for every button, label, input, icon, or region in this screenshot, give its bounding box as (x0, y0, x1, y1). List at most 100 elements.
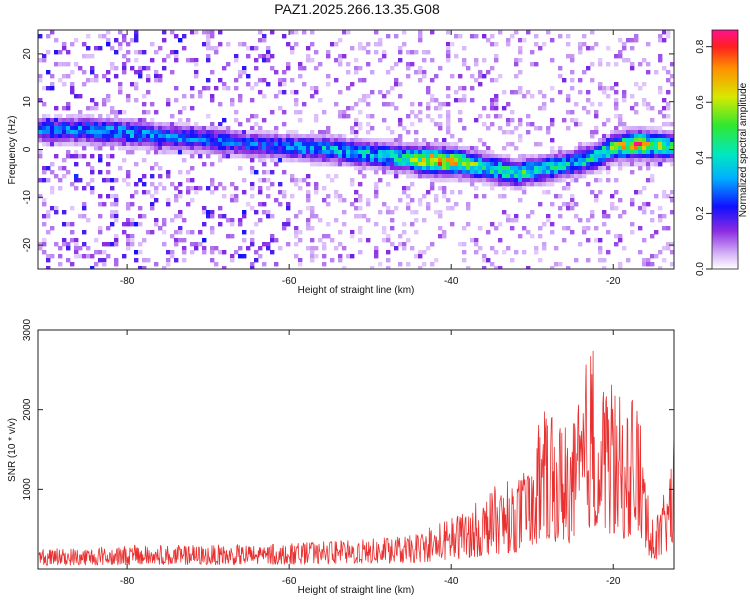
spectrogram-cell (310, 86, 315, 91)
spectrogram-cell (310, 142, 315, 147)
spectrogram-cell (402, 162, 407, 167)
spectrogram-cell (598, 154, 603, 159)
spectrogram-cell (210, 122, 215, 127)
spectrogram-cell (190, 30, 195, 35)
spectrogram-cell (466, 66, 471, 71)
spectrogram-cell (654, 254, 659, 259)
spectrogram-cell (246, 82, 251, 87)
spectrogram-cell (602, 146, 607, 151)
spectrogram-cell (342, 162, 347, 167)
spectrogram-cell (282, 170, 287, 175)
spectrogram-cell (502, 166, 507, 171)
spectrogram-cell (134, 98, 139, 103)
spectrogram-cell (178, 150, 183, 155)
spectrogram-cell (426, 50, 431, 55)
spectrogram-cell (410, 166, 415, 171)
spectrogram-cell (270, 234, 275, 239)
spectrogram-cell (290, 134, 295, 139)
spectrogram-cell (174, 138, 179, 143)
spectrogram-cell (510, 90, 515, 95)
spectrogram-cell (238, 166, 243, 171)
spectrogram-cell (518, 178, 523, 183)
spectrogram-cell (414, 114, 419, 119)
spectrogram-cell (658, 34, 663, 39)
spectrogram-cell (234, 54, 239, 59)
spectrogram-cell (546, 190, 551, 195)
spectrogram-cell (74, 238, 79, 243)
spectrogram-cell (430, 142, 435, 147)
spectrogram-cell (174, 86, 179, 91)
spectrogram-cell (214, 130, 219, 135)
spectrogram-cell (142, 174, 147, 179)
spectrogram-cell (490, 178, 495, 183)
spectrogram-cell (82, 82, 87, 87)
spectrogram-cell (126, 130, 131, 135)
spectrogram-cell (378, 262, 383, 267)
spectrogram-cell (310, 246, 315, 251)
spectrogram-cell (358, 142, 363, 147)
spectrogram-cell (250, 230, 255, 235)
spectrogram-cell (586, 158, 591, 163)
spectrogram-cell (154, 134, 159, 139)
spectrogram-cell (618, 114, 623, 119)
spectrogram-cell (118, 122, 123, 127)
spectrogram-cell (294, 110, 299, 115)
spectrogram-cell (126, 118, 131, 123)
spectrogram-cell (326, 54, 331, 59)
spectrogram-cell (230, 98, 235, 103)
spectrogram-cell (78, 142, 83, 147)
spectrogram-cell (446, 146, 451, 151)
spectrogram-cell (122, 138, 127, 143)
spectrogram-cell (494, 162, 499, 167)
spectrogram-cell (386, 238, 391, 243)
spectrogram-cell (542, 106, 547, 111)
spectrogram-cell (150, 194, 155, 199)
spectrogram-cell (482, 194, 487, 199)
spectrogram-cell (294, 182, 299, 187)
spectrogram-cell (206, 154, 211, 159)
spectrogram-cell (574, 122, 579, 127)
spectrogram-cell (518, 182, 523, 187)
spectrogram-cell (86, 254, 91, 259)
spectrogram-cell (66, 118, 71, 123)
spectrogram-cell (402, 186, 407, 191)
spectrogram-cell (62, 134, 67, 139)
spectrogram-cell (70, 182, 75, 187)
spectrogram-cell (46, 134, 51, 139)
spectrogram-cell (582, 42, 587, 47)
spectrogram-cell (70, 142, 75, 147)
spectrogram-cell (58, 138, 63, 143)
spectrogram-cell (134, 146, 139, 151)
spectrogram-cell (466, 170, 471, 175)
spectrogram-cell (566, 206, 571, 211)
spectrogram-cell (630, 154, 635, 159)
spectrogram-cell (42, 130, 47, 135)
spectrogram-cell (446, 50, 451, 55)
spectrogram-cell (354, 118, 359, 123)
spectrogram-cell (474, 162, 479, 167)
spectrogram-cell (90, 166, 95, 171)
spectrogram-cell (526, 162, 531, 167)
spectrogram-cell (622, 150, 627, 155)
spectrogram-cell (398, 166, 403, 171)
spectrogram-cell (446, 178, 451, 183)
spectrogram-cell (94, 126, 99, 131)
spectrogram-cell (518, 58, 523, 63)
spectrogram-cell (170, 30, 175, 35)
spectrogram-cell (134, 58, 139, 63)
spectrogram-cell (74, 114, 79, 119)
spectrogram-cell (338, 194, 343, 199)
spectrogram-cell (206, 130, 211, 135)
spectrogram-cell (62, 122, 67, 127)
spectrogram-cell (78, 178, 83, 183)
spectrogram-cell (322, 254, 327, 259)
spectrogram-cell (190, 130, 195, 135)
spectrogram-cell (446, 46, 451, 51)
spectrogram-cell (58, 126, 63, 131)
spectrogram-cell (510, 178, 515, 183)
spectrogram-cell (246, 146, 251, 151)
spectrogram-cell (202, 222, 207, 227)
spectrogram-cell (98, 158, 103, 163)
spectrogram-cell (654, 194, 659, 199)
spectrogram-cell (38, 194, 43, 199)
